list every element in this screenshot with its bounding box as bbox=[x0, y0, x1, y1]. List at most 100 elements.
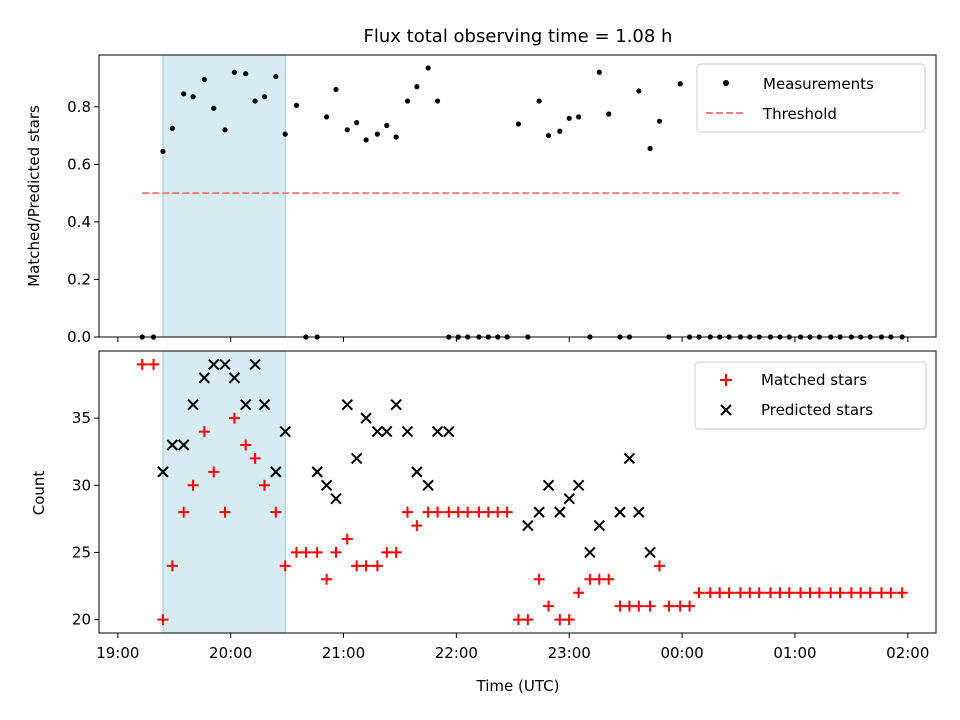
matched-stars-point bbox=[554, 614, 566, 626]
predicted-stars-point bbox=[542, 479, 555, 491]
matched-stars-point bbox=[603, 573, 615, 585]
matched-stars-point bbox=[279, 560, 291, 572]
measurement-point bbox=[181, 91, 187, 97]
matched-stars-point bbox=[633, 600, 645, 612]
matched-stars-point bbox=[198, 426, 210, 438]
matched-stars-point bbox=[573, 587, 585, 599]
count-plot-marks bbox=[136, 358, 908, 626]
matched-stars-point bbox=[704, 587, 716, 599]
predicted-stars-point bbox=[187, 399, 199, 411]
matched-stars-point bbox=[249, 452, 261, 464]
measurement-point bbox=[414, 84, 420, 90]
matched-stars-point bbox=[360, 560, 372, 572]
matched-stars-point bbox=[401, 506, 413, 518]
x-tick-label: 01:00 bbox=[773, 644, 816, 662]
predicted-stars-point bbox=[258, 399, 271, 411]
x-axis-label: Time (UTC) bbox=[476, 677, 560, 695]
matched-stars-point bbox=[774, 587, 786, 599]
count-legend: Matched stars Predicted stars bbox=[694, 361, 927, 430]
matched-stars-point bbox=[311, 546, 323, 558]
predicted-stars-point bbox=[422, 479, 434, 491]
predicted-stars-point bbox=[249, 358, 261, 371]
y-tick-label: 35 bbox=[72, 409, 91, 427]
predicted-stars-point bbox=[644, 546, 656, 559]
matched-stars-point bbox=[381, 546, 393, 558]
matched-stars-point bbox=[371, 560, 383, 572]
measurement-point bbox=[363, 137, 369, 143]
matched-stars-point bbox=[473, 506, 485, 518]
predicted-stars-point bbox=[522, 519, 534, 532]
matched-stars-point bbox=[663, 600, 675, 612]
matched-stars-point bbox=[178, 506, 190, 518]
matched-stars-point bbox=[228, 412, 240, 424]
legend-predicted-marker bbox=[720, 404, 732, 416]
predicted-stars-point bbox=[443, 425, 455, 438]
predicted-stars-point bbox=[623, 452, 636, 465]
matched-stars-point bbox=[187, 479, 199, 491]
y-tick-label: 0.2 bbox=[67, 270, 91, 288]
count-y-axis-label: Count bbox=[30, 471, 48, 516]
predicted-stars-point bbox=[593, 519, 606, 532]
matched-stars-point bbox=[644, 600, 656, 612]
x-tick-label: 19:00 bbox=[96, 644, 139, 662]
measurement-point bbox=[190, 94, 196, 100]
matched-stars-point bbox=[166, 560, 178, 572]
measurement-point bbox=[515, 121, 522, 127]
measurement-point bbox=[169, 125, 175, 131]
y-tick-label: 0.4 bbox=[67, 213, 91, 231]
predicted-stars-point bbox=[584, 546, 596, 559]
matched-stars-point bbox=[136, 358, 148, 370]
matched-stars-point bbox=[593, 573, 605, 585]
count-axes-frame bbox=[98, 350, 937, 634]
predicted-stars-point bbox=[166, 439, 179, 451]
matched-stars-point bbox=[240, 439, 252, 451]
matched-stars-point bbox=[614, 600, 626, 612]
observing-window-span bbox=[162, 350, 286, 634]
predicted-stars-point bbox=[198, 372, 211, 384]
ratio-axes-frame bbox=[98, 54, 937, 338]
matched-stars-point bbox=[845, 587, 857, 599]
measurement-point bbox=[211, 105, 217, 111]
measurement-point bbox=[636, 88, 642, 94]
matched-stars-point bbox=[885, 587, 897, 599]
matched-stars-point bbox=[148, 358, 160, 370]
measurement-point bbox=[231, 69, 238, 75]
matched-stars-point bbox=[300, 546, 312, 558]
predicted-stars-point bbox=[320, 479, 333, 491]
predicted-stars-point bbox=[411, 466, 423, 478]
predicted-stars-point bbox=[371, 425, 384, 438]
matched-stars-point bbox=[522, 614, 534, 626]
predicted-stars-point bbox=[401, 425, 414, 438]
measurement-point bbox=[323, 114, 330, 120]
matched-stars-point bbox=[723, 587, 735, 599]
matched-stars-point bbox=[864, 587, 876, 599]
predicted-stars-point bbox=[533, 506, 545, 518]
measurement-point bbox=[677, 81, 683, 87]
y-tick-label: 0.6 bbox=[67, 155, 91, 173]
matched-stars-point bbox=[341, 533, 353, 545]
legend-matched-label: Matched stars bbox=[761, 371, 867, 389]
predicted-stars-point bbox=[279, 425, 291, 438]
x-tick-label: 00:00 bbox=[660, 644, 703, 662]
legend-measurements-label: Measurements bbox=[763, 75, 874, 93]
legend-predicted-label: Predicted stars bbox=[761, 401, 873, 419]
measurement-point bbox=[282, 131, 288, 137]
matched-stars-point bbox=[351, 560, 363, 572]
count-y-ticks: 20 25 30 35 bbox=[72, 409, 99, 629]
measurement-point bbox=[434, 98, 441, 104]
matched-stars-point bbox=[813, 587, 825, 599]
ratio-legend: Measurements Threshold bbox=[696, 63, 926, 133]
predicted-stars-point bbox=[554, 506, 566, 518]
ratio-y-ticks: 0.0 0.2 0.4 0.6 0.8 bbox=[67, 98, 99, 346]
matched-stars-point bbox=[432, 506, 444, 518]
measurement-point bbox=[656, 118, 663, 124]
measurement-point bbox=[536, 98, 542, 104]
matched-stars-point bbox=[492, 506, 504, 518]
predicted-stars-point bbox=[341, 399, 353, 411]
predicted-stars-point bbox=[240, 399, 252, 411]
matched-stars-point bbox=[693, 587, 705, 599]
measurement-point bbox=[344, 127, 350, 133]
x-tick-label: 23:00 bbox=[548, 644, 591, 662]
y-tick-label: 0.8 bbox=[67, 98, 91, 116]
predicted-stars-point bbox=[177, 439, 190, 451]
